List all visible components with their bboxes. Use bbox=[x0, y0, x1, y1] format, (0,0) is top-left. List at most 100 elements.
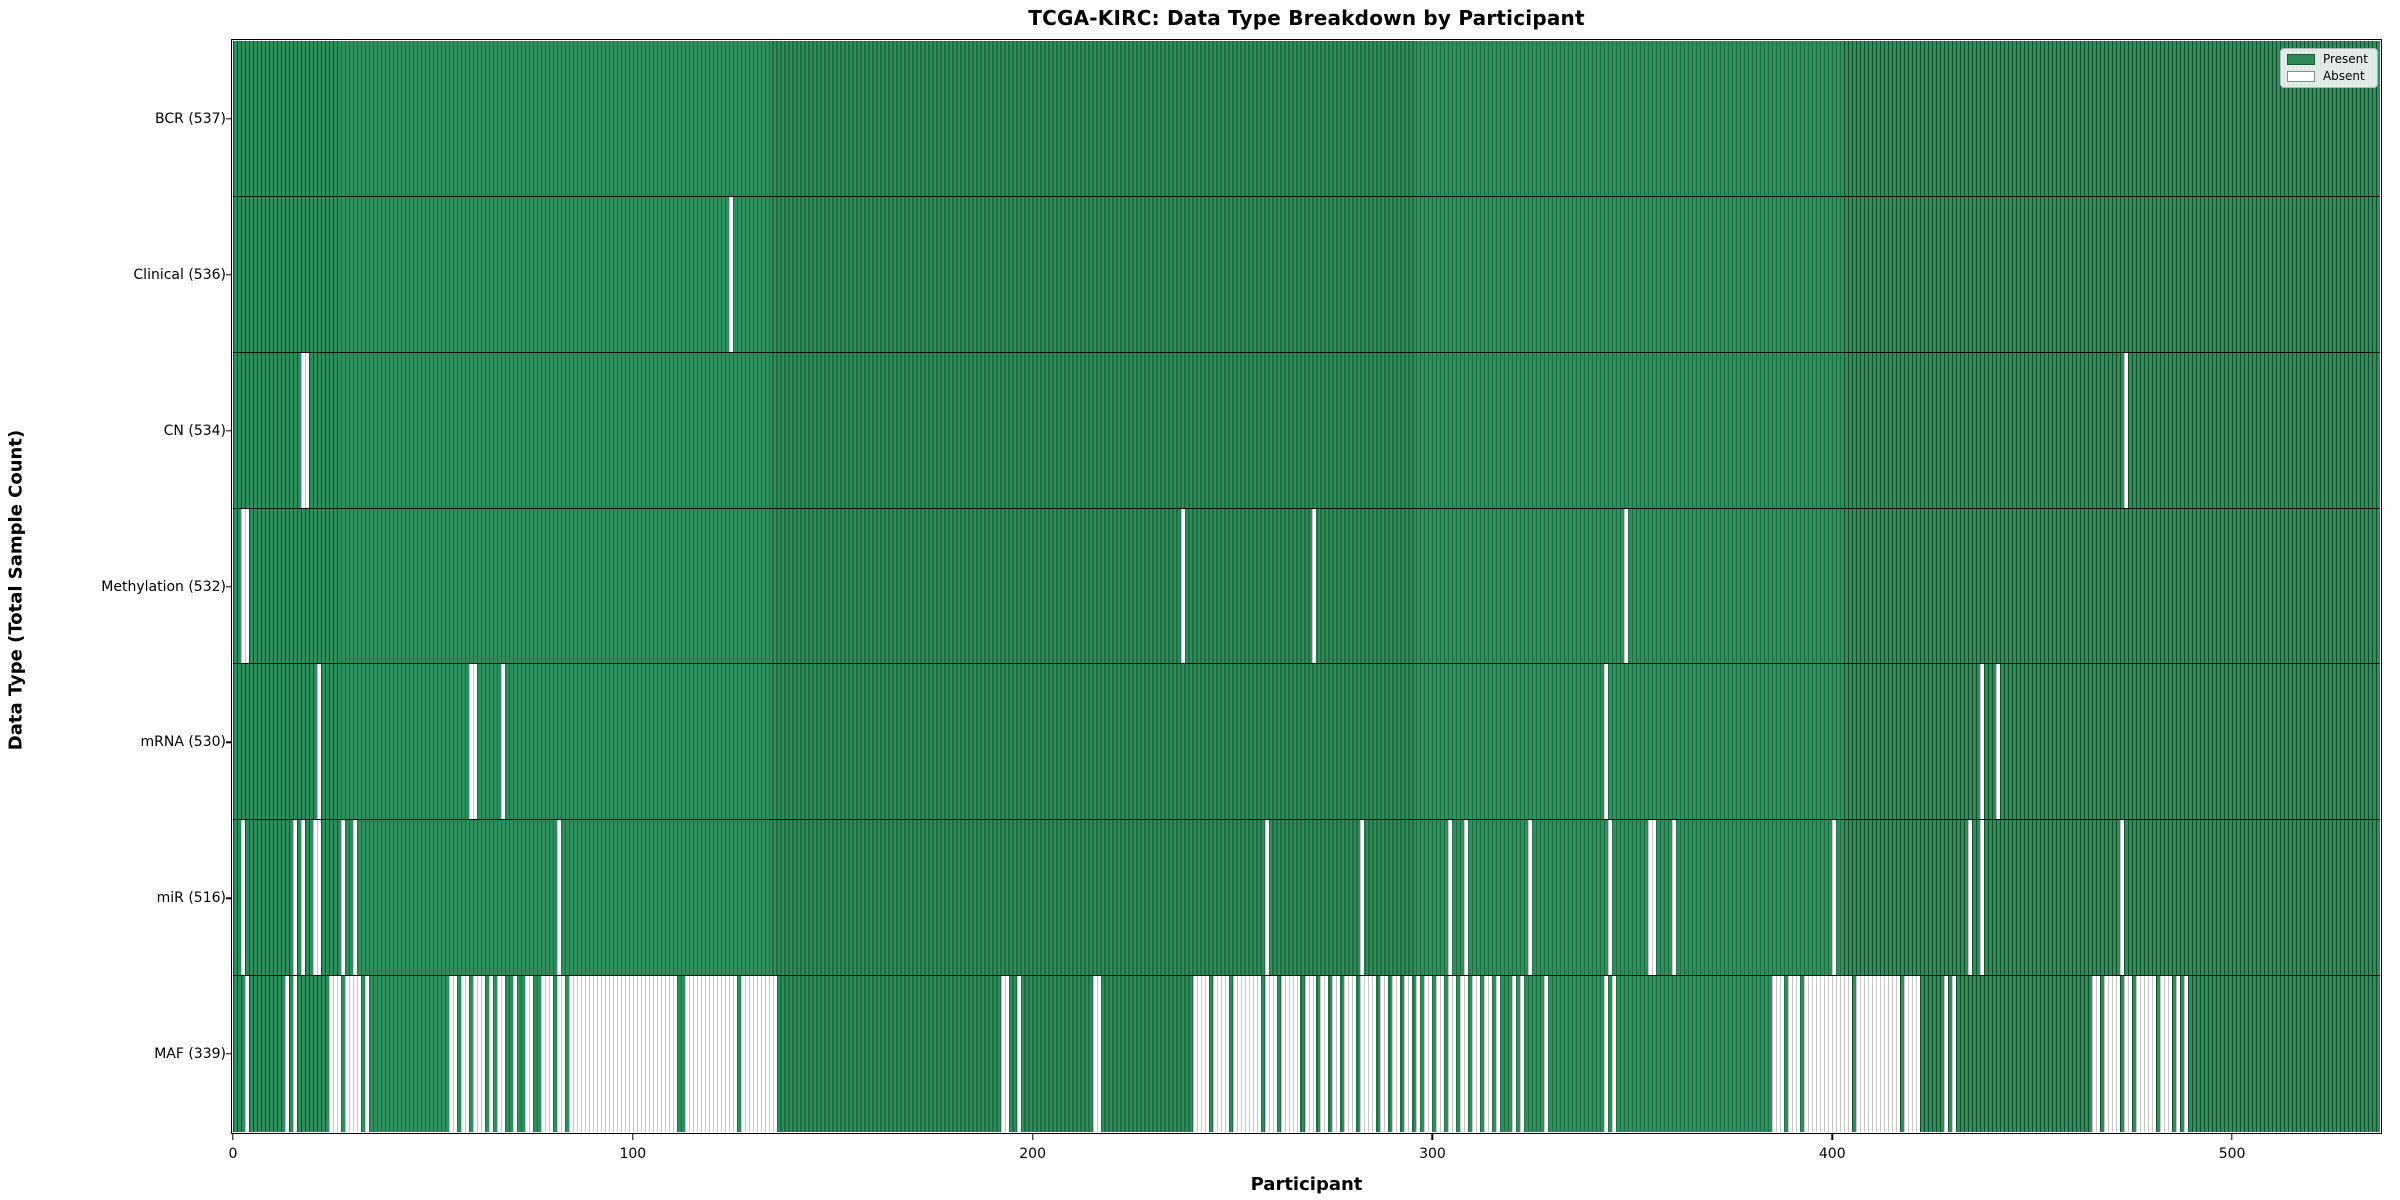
absent-stripe-miR bbox=[1528, 820, 1533, 976]
x-tick-label: 100 bbox=[619, 1146, 647, 1162]
absent-stripe-MAF bbox=[292, 976, 297, 1132]
absent-stripe-MAF bbox=[524, 976, 533, 1132]
absent-stripe-MAF bbox=[1000, 976, 1009, 1132]
x-tick-mark bbox=[1031, 1134, 1034, 1140]
absent-stripe-MAF bbox=[1092, 976, 1101, 1132]
absent-stripe-MAF bbox=[2124, 976, 2133, 1132]
absent-stripe-MAF bbox=[1460, 976, 1469, 1132]
absent-stripe-miR bbox=[1608, 820, 1613, 976]
legend-entry-present: Present bbox=[2286, 53, 2368, 66]
absent-stripe-MAF bbox=[244, 976, 249, 1132]
x-tick-label: 400 bbox=[1818, 1146, 1846, 1162]
absent-stripe-MAF bbox=[460, 976, 469, 1132]
y-tick-label-mRNA: mRNA (530) bbox=[140, 734, 226, 751]
absent-stripe-miR bbox=[292, 820, 297, 976]
absent-stripe-MAF bbox=[1804, 976, 1853, 1132]
absent-stripe-MAF bbox=[684, 976, 737, 1132]
absent-stripe-MAF bbox=[2160, 976, 2173, 1132]
absent-stripe-MAF bbox=[1944, 976, 1949, 1132]
absent-stripe-MAF bbox=[1904, 976, 1921, 1132]
y-tick-label-MAF: MAF (339) bbox=[154, 1046, 226, 1063]
absent-stripe-MAF bbox=[488, 976, 493, 1132]
y-tick-label-Methylation: Methylation (532) bbox=[101, 578, 226, 595]
row-Methylation bbox=[233, 508, 2380, 665]
absent-stripe-MAF bbox=[540, 976, 553, 1132]
y-axis-title: Data Type (Total Sample Count) bbox=[5, 429, 27, 751]
legend-entry-absent: Absent bbox=[2286, 69, 2368, 83]
absent-stripe-mRNA bbox=[1980, 664, 1985, 820]
absent-stripe-miR bbox=[1448, 820, 1453, 976]
row-CN bbox=[233, 352, 2380, 509]
legend: Present Absent bbox=[2279, 48, 2378, 88]
y-tick-mark bbox=[226, 897, 232, 899]
absent-stripe-MAF bbox=[1344, 976, 1357, 1132]
x-tick-label: 500 bbox=[2218, 1146, 2246, 1162]
absent-stripe-miR bbox=[300, 820, 305, 976]
absent-stripe-MAF bbox=[1612, 976, 1617, 1132]
absent-stripe-miR bbox=[556, 820, 561, 976]
y-tick-label-miR: miR (516) bbox=[156, 890, 226, 907]
absent-stripe-MAF bbox=[1332, 976, 1341, 1132]
x-tick-mark bbox=[1831, 1134, 1833, 1140]
absent-stripe-miR bbox=[1832, 820, 1837, 976]
absent-stripe-MAF bbox=[2136, 976, 2157, 1132]
legend-swatch-present bbox=[2286, 54, 2315, 65]
y-tick-label-CN: CN (534) bbox=[163, 422, 226, 439]
absent-stripe-mRNA bbox=[500, 664, 505, 820]
absent-stripe-Methylation bbox=[1312, 508, 1317, 664]
chart-title: TCGA-KIRC: Data Type Breakdown by Partic… bbox=[1028, 6, 1585, 30]
y-tick-mark bbox=[226, 1053, 232, 1055]
legend-label: Absent bbox=[2322, 69, 2365, 83]
absent-stripe-MAF bbox=[1472, 976, 1481, 1132]
absent-stripe-mRNA bbox=[1996, 664, 2001, 820]
absent-stripe-MAF bbox=[1448, 976, 1457, 1132]
absent-stripe-Methylation bbox=[1624, 508, 1629, 664]
absent-stripe-MAF bbox=[1212, 976, 1229, 1132]
absent-stripe-MAF bbox=[448, 976, 457, 1132]
absent-stripe-MAF bbox=[284, 976, 289, 1132]
absent-stripe-MAF bbox=[1304, 976, 1317, 1132]
x-tick-mark bbox=[232, 1134, 234, 1140]
absent-stripe-MAF bbox=[1280, 976, 1301, 1132]
y-tick-mark bbox=[226, 429, 232, 432]
x-tick-mark bbox=[1431, 1134, 1434, 1140]
absent-stripe-miR bbox=[340, 820, 345, 976]
absent-stripe-miR bbox=[312, 820, 321, 976]
absent-stripe-miR bbox=[1648, 820, 1657, 976]
absent-stripe-MAF bbox=[496, 976, 505, 1132]
absent-stripe-Methylation bbox=[240, 508, 249, 664]
absent-stripe-MAF bbox=[1512, 976, 1517, 1132]
absent-stripe-miR bbox=[1672, 820, 1677, 976]
absent-stripe-Clinical bbox=[728, 196, 733, 352]
absent-stripe-MAF bbox=[1436, 976, 1445, 1132]
absent-stripe-miR bbox=[1968, 820, 1973, 976]
absent-stripe-MAF bbox=[1016, 976, 1021, 1132]
absent-stripe-MAF bbox=[472, 976, 485, 1132]
absent-stripe-CN bbox=[2124, 352, 2129, 508]
x-axis-title: Participant bbox=[1250, 1174, 1363, 1195]
y-tick-mark bbox=[226, 585, 232, 588]
absent-stripe-MAF bbox=[2176, 976, 2181, 1132]
plot-area bbox=[233, 41, 2380, 1132]
absent-stripe-MAF bbox=[740, 976, 777, 1132]
row-MAF bbox=[233, 976, 2380, 1132]
x-tick-mark bbox=[632, 1134, 634, 1140]
row-BCR bbox=[233, 41, 2380, 197]
absent-stripe-mRNA bbox=[316, 664, 321, 820]
absent-stripe-miR bbox=[1264, 820, 1269, 976]
absent-stripe-CN bbox=[300, 352, 309, 508]
absent-stripe-MAF bbox=[1360, 976, 1377, 1132]
absent-stripe-MAF bbox=[1392, 976, 1401, 1132]
absent-stripe-MAF bbox=[1416, 976, 1421, 1132]
absent-stripe-MAF bbox=[364, 976, 369, 1132]
absent-stripe-Methylation bbox=[1180, 508, 1185, 664]
absent-stripe-MAF bbox=[1496, 976, 1501, 1132]
absent-stripe-MAF bbox=[2104, 976, 2121, 1132]
x-tick-label: 0 bbox=[228, 1146, 238, 1162]
absent-stripe-MAF bbox=[572, 976, 677, 1132]
absent-stripe-MAF bbox=[2092, 976, 2101, 1132]
absent-stripe-MAF bbox=[1380, 976, 1389, 1132]
absent-stripe-MAF bbox=[1404, 976, 1413, 1132]
absent-stripe-MAF bbox=[556, 976, 565, 1132]
